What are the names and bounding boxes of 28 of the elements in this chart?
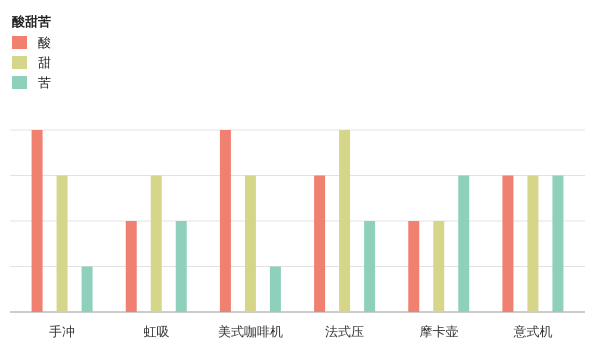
bar <box>502 176 514 312</box>
bar <box>244 176 256 312</box>
legend-label: 苦 <box>38 76 51 91</box>
bar <box>220 130 231 312</box>
x-tick-label: 意式机 <box>512 325 552 340</box>
bar <box>32 130 43 312</box>
bar <box>82 266 93 312</box>
bar <box>364 221 376 312</box>
legend-title: 酸甜苦 <box>12 14 51 30</box>
x-tick-label: 法式压 <box>325 325 364 340</box>
bar <box>176 221 187 312</box>
bar <box>150 176 162 312</box>
bar <box>433 221 444 312</box>
bar <box>314 176 326 312</box>
x-tick-label: 美式咖啡机 <box>218 324 283 340</box>
bar <box>339 130 350 312</box>
x-tick-label: 虹吸 <box>143 325 170 340</box>
bar <box>56 176 68 312</box>
bar <box>408 221 420 312</box>
bar <box>270 266 281 312</box>
x-tick-label: 摩卡壶 <box>419 325 458 340</box>
bar <box>552 176 564 312</box>
legend-label: 甜 <box>38 56 51 71</box>
legend-label: 酸 <box>38 36 51 51</box>
bar <box>458 176 470 312</box>
bar <box>126 221 137 312</box>
x-tick-label: 手冲 <box>49 325 76 340</box>
bar <box>527 176 538 312</box>
